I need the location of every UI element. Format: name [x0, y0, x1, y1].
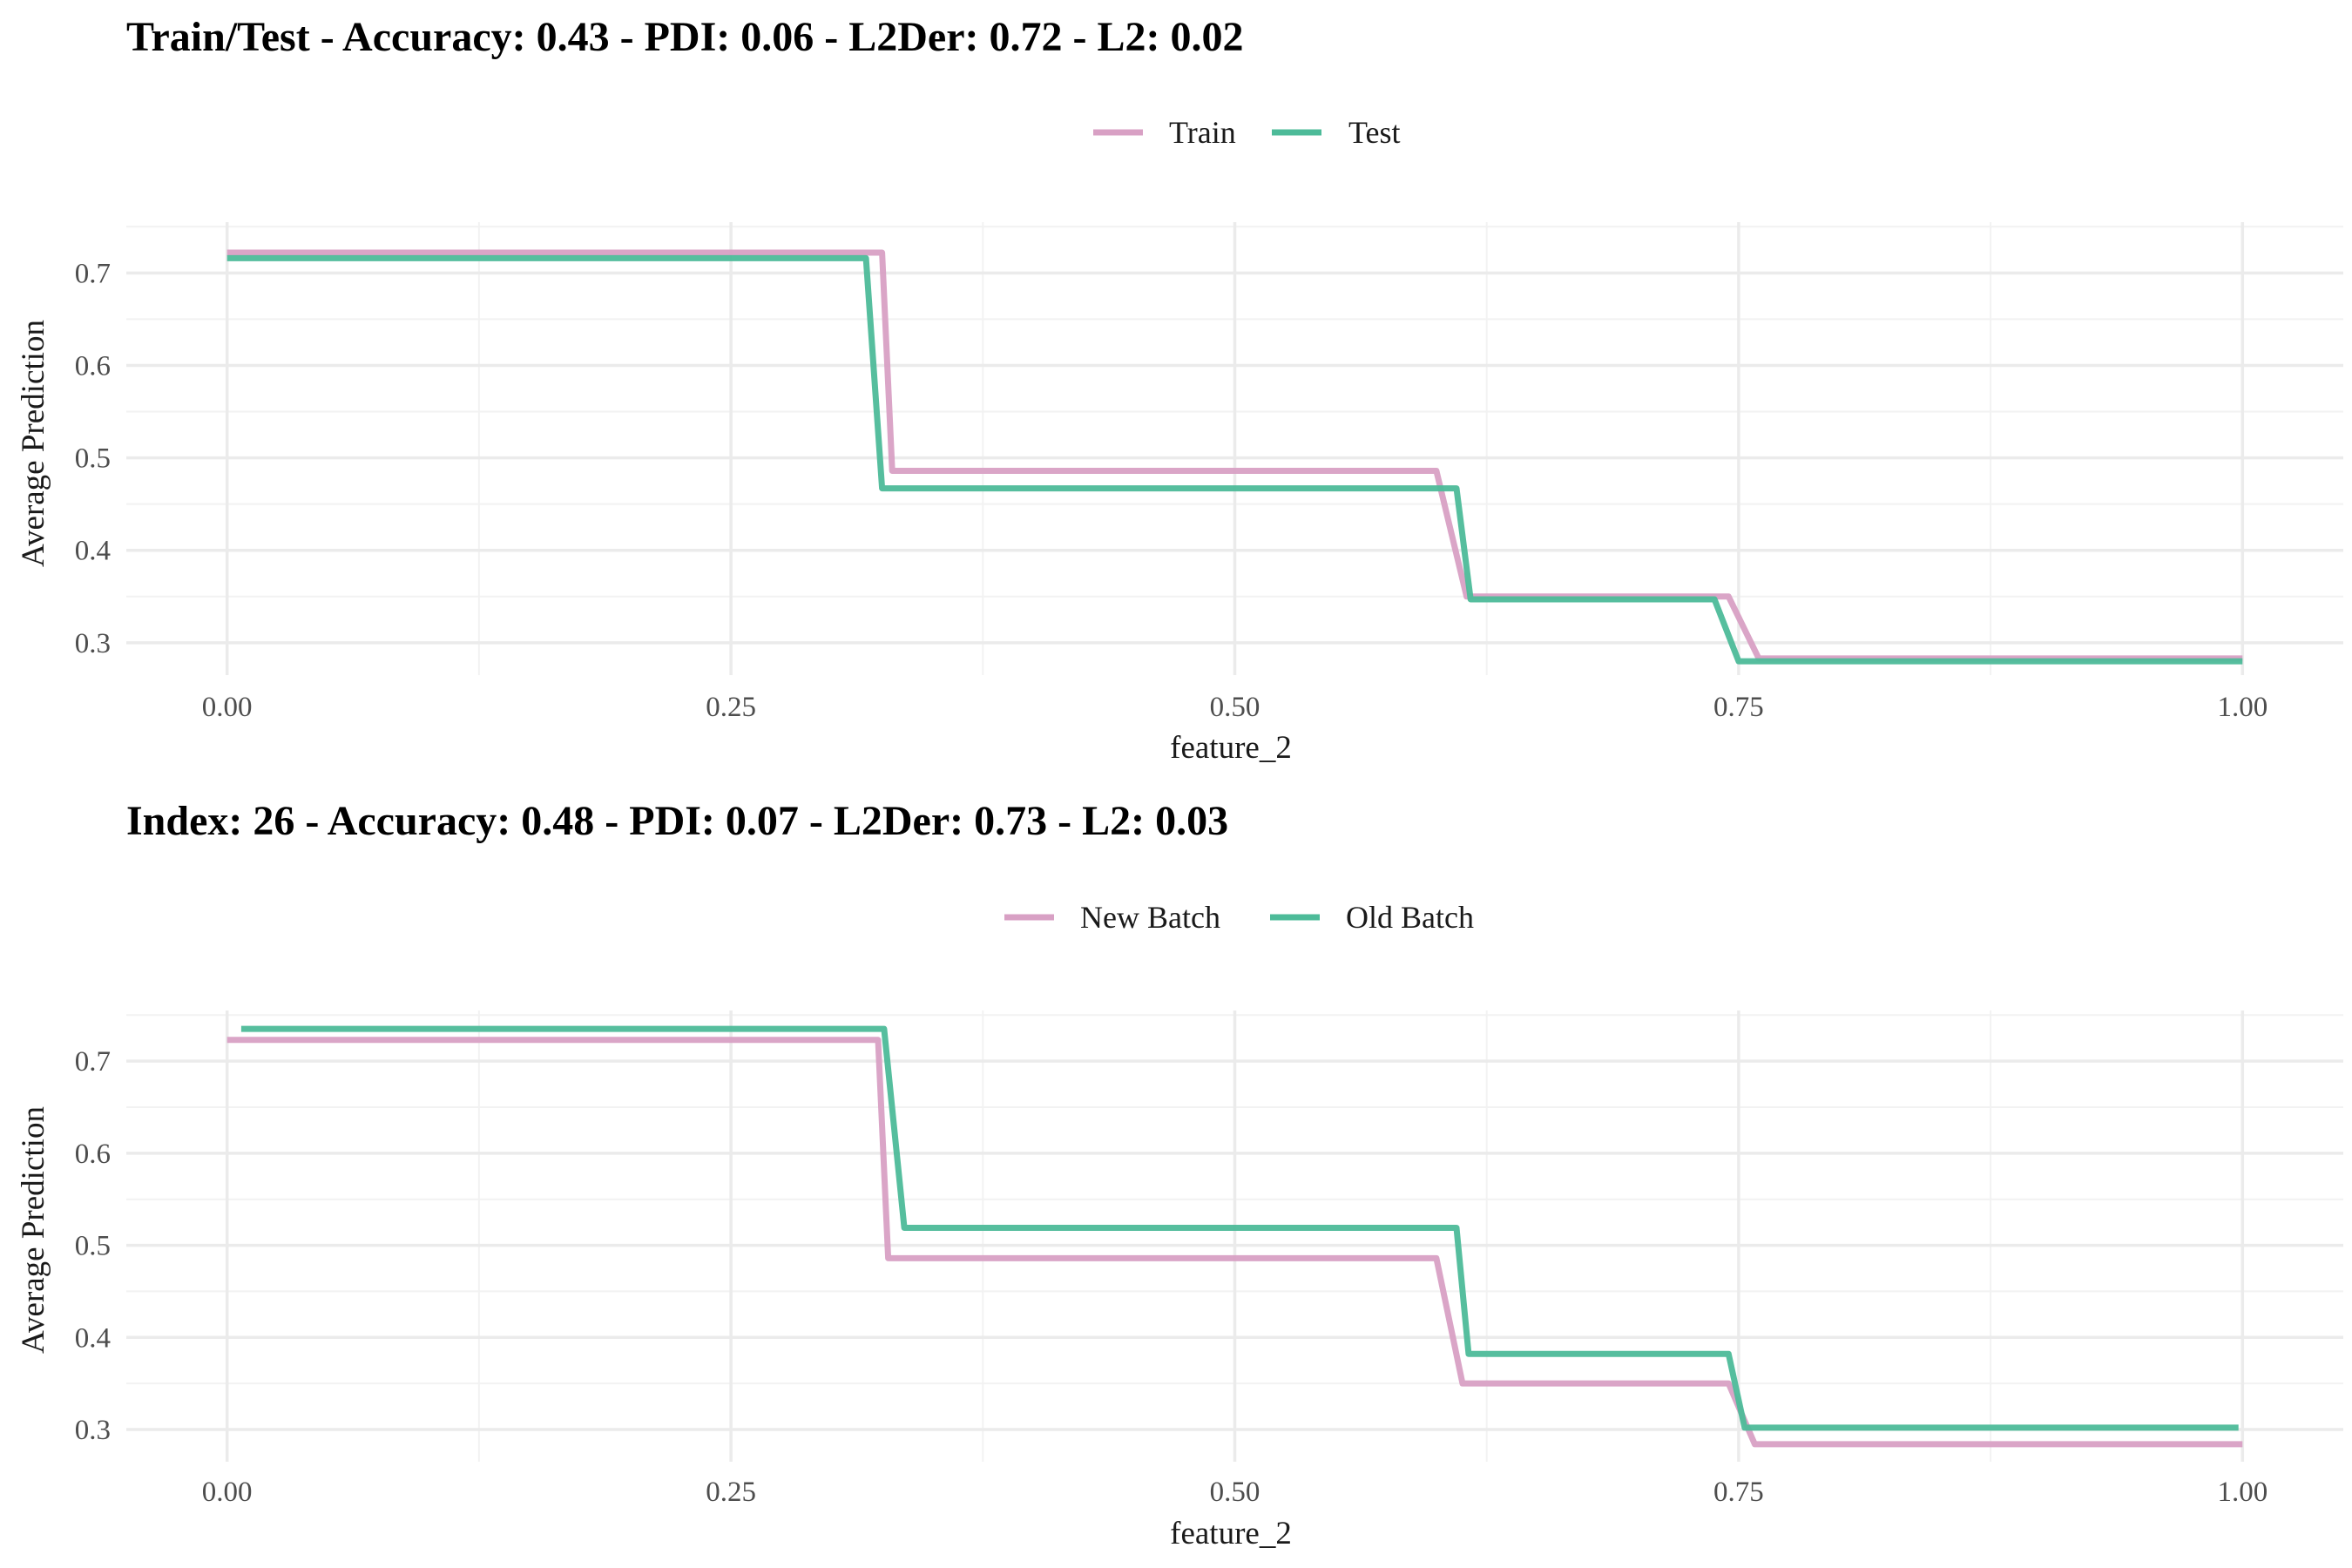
x-tick-label: 0.25	[706, 692, 756, 723]
x-tick-label: 1.00	[2217, 692, 2268, 723]
chart-panel-train-test: Train/Test - Accuracy: 0.43 - PDI: 0.06 …	[16, 14, 2343, 766]
legend: Train Test	[1093, 115, 1400, 150]
y-axis: 0.3 0.4 0.5 0.6 0.7	[75, 1046, 111, 1446]
y-tick-label: 0.7	[75, 1046, 111, 1078]
series-line-train	[226, 249, 2243, 662]
x-axis: 0.00 0.25 0.50 0.75 1.00	[202, 1477, 2268, 1508]
series-lines	[226, 249, 2243, 665]
y-tick-label: 0.6	[75, 350, 111, 382]
x-tick-label: 0.00	[202, 692, 253, 723]
legend: New Batch Old Batch	[1004, 900, 1474, 935]
legend-label-test: Test	[1348, 115, 1400, 150]
series-line-test	[226, 254, 2243, 665]
y-tick-label: 0.3	[75, 1415, 111, 1446]
y-tick-label: 0.6	[75, 1139, 111, 1170]
x-axis-label: feature_2	[1170, 730, 1292, 766]
y-tick-label: 0.7	[75, 258, 111, 289]
grid	[126, 1010, 2343, 1462]
series-line-old-batch	[240, 1025, 2239, 1431]
x-axis: 0.00 0.25 0.50 0.75 1.00	[202, 692, 2268, 723]
x-tick-label: 0.75	[1713, 692, 1764, 723]
chart-title: Index: 26 - Accuracy: 0.48 - PDI: 0.07 -…	[126, 798, 1228, 844]
y-axis: 0.3 0.4 0.5 0.6 0.7	[75, 258, 111, 659]
x-tick-label: 0.50	[1210, 1477, 1260, 1508]
series-lines	[226, 1025, 2243, 1448]
y-axis-label: Average Prediction	[16, 1106, 51, 1354]
x-tick-label: 0.75	[1713, 1477, 1764, 1508]
y-tick-label: 0.5	[75, 443, 111, 475]
x-tick-label: 0.25	[706, 1477, 756, 1508]
series-line-new-batch	[226, 1037, 2243, 1448]
legend-label-old-batch: Old Batch	[1346, 900, 1474, 935]
y-tick-label: 0.4	[75, 1322, 111, 1354]
chart-panel-batch-index: Index: 26 - Accuracy: 0.48 - PDI: 0.07 -…	[16, 798, 2343, 1551]
y-tick-label: 0.3	[75, 628, 111, 659]
x-tick-label: 0.00	[202, 1477, 253, 1508]
y-axis-label: Average Prediction	[16, 320, 51, 567]
x-axis-label: feature_2	[1170, 1516, 1292, 1551]
chart-title: Train/Test - Accuracy: 0.43 - PDI: 0.06 …	[126, 14, 1243, 60]
legend-label-train: Train	[1169, 115, 1236, 150]
y-tick-label: 0.4	[75, 536, 111, 567]
x-tick-label: 1.00	[2217, 1477, 2268, 1508]
legend-label-new-batch: New Batch	[1080, 900, 1220, 935]
y-tick-label: 0.5	[75, 1231, 111, 1262]
x-tick-label: 0.50	[1210, 692, 1260, 723]
